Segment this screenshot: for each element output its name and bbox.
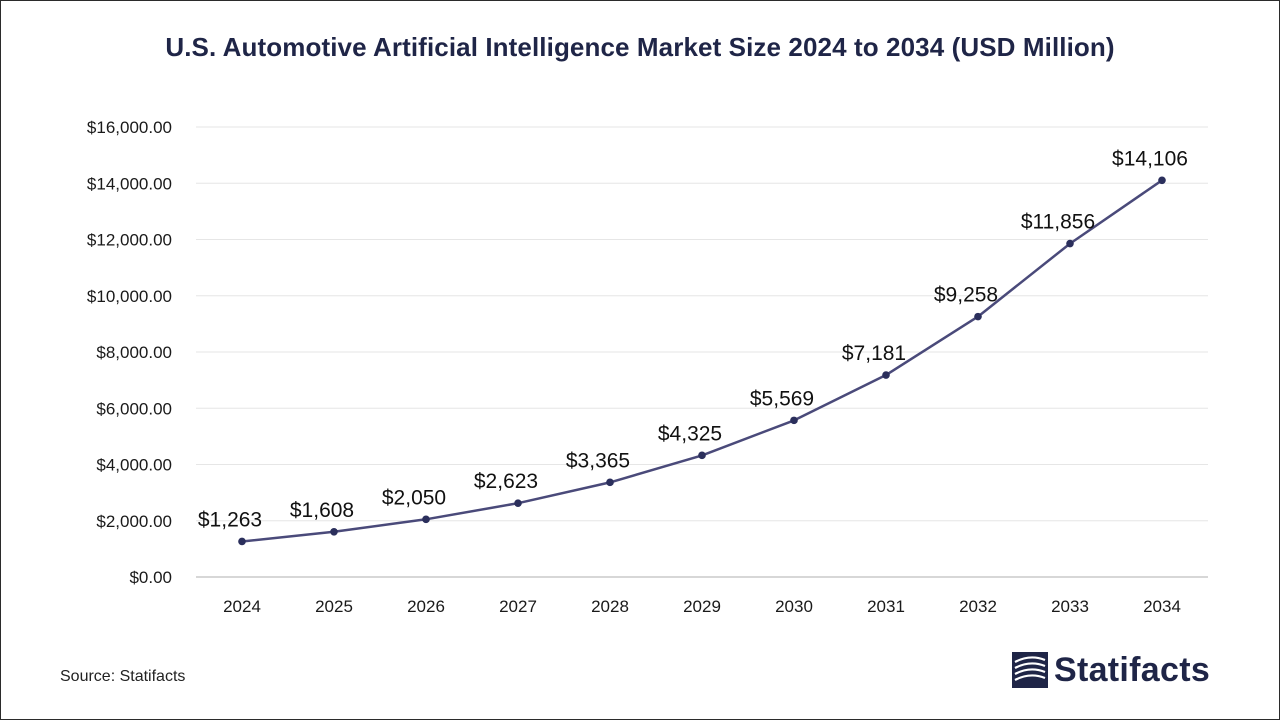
x-tick-label: 2026 [407,597,445,616]
data-point [790,416,798,425]
x-tick-label: 2031 [867,597,905,616]
data-label: $14,106 [1112,147,1188,170]
y-tick-label: $14,000.00 [87,174,172,193]
data-label: $3,365 [566,449,630,472]
x-tick-label: 2028 [591,597,629,616]
x-tick-label: 2029 [683,597,721,616]
x-tick-label: 2030 [775,597,813,616]
data-label: $1,608 [290,499,354,522]
data-point [238,537,246,546]
data-label: $1,263 [198,508,262,531]
data-point [698,451,706,460]
series-market-size [238,176,1166,546]
x-axis: 2024 2025 2026 2027 2028 2029 2030 2031 2032 2033… [196,576,1208,616]
statifacts-logo-icon [1012,652,1048,688]
y-tick-label: $8,000.00 [96,343,172,362]
x-tick-label: 2034 [1143,597,1181,616]
y-axis: $0.00 $2,000.00 $4,000.00 $6,000.00 $8,000.0… [87,118,172,587]
data-point [1066,239,1074,248]
y-tick-label: $16,000.00 [87,118,172,137]
series-line [241,179,1163,543]
data-point [514,499,522,508]
y-tick-label: $0.00 [129,568,172,587]
x-tick-label: 2024 [223,597,261,616]
y-tick-label: $6,000.00 [96,399,172,418]
y-tick-label: $2,000.00 [96,512,172,531]
data-label: $7,181 [842,342,906,365]
source-note: Source: Statifacts [60,668,186,685]
data-label: $5,569 [750,387,814,410]
data-point [606,478,614,487]
data-label: $4,325 [658,422,722,445]
statifacts-logo-text: Statifacts [1054,650,1211,689]
data-label: $11,856 [1021,211,1095,234]
data-label: $2,623 [474,470,538,493]
data-label: $9,258 [934,284,998,307]
data-labels: $1,263 $1,608 $2,050 $2,623 $3,365 $4,325 $5,5… [198,147,1188,531]
x-tick-label: 2025 [315,597,353,616]
data-point [422,515,430,524]
x-tick-label: 2027 [499,597,537,616]
statifacts-logo: Statifacts [1012,650,1210,690]
gridlines [196,126,1208,522]
chart-title: U.S. Automotive Artificial Intelligence … [165,32,1115,62]
x-tick-label: 2032 [959,597,997,616]
y-tick-label: $10,000.00 [87,287,172,306]
y-tick-label: $12,000.00 [87,231,172,250]
y-tick-label: $4,000.00 [96,456,172,475]
data-point [330,527,338,536]
x-tick-label: 2033 [1051,597,1089,616]
data-point [1158,176,1166,185]
data-label: $2,050 [382,486,446,509]
data-point [882,371,890,379]
data-point [974,312,982,321]
